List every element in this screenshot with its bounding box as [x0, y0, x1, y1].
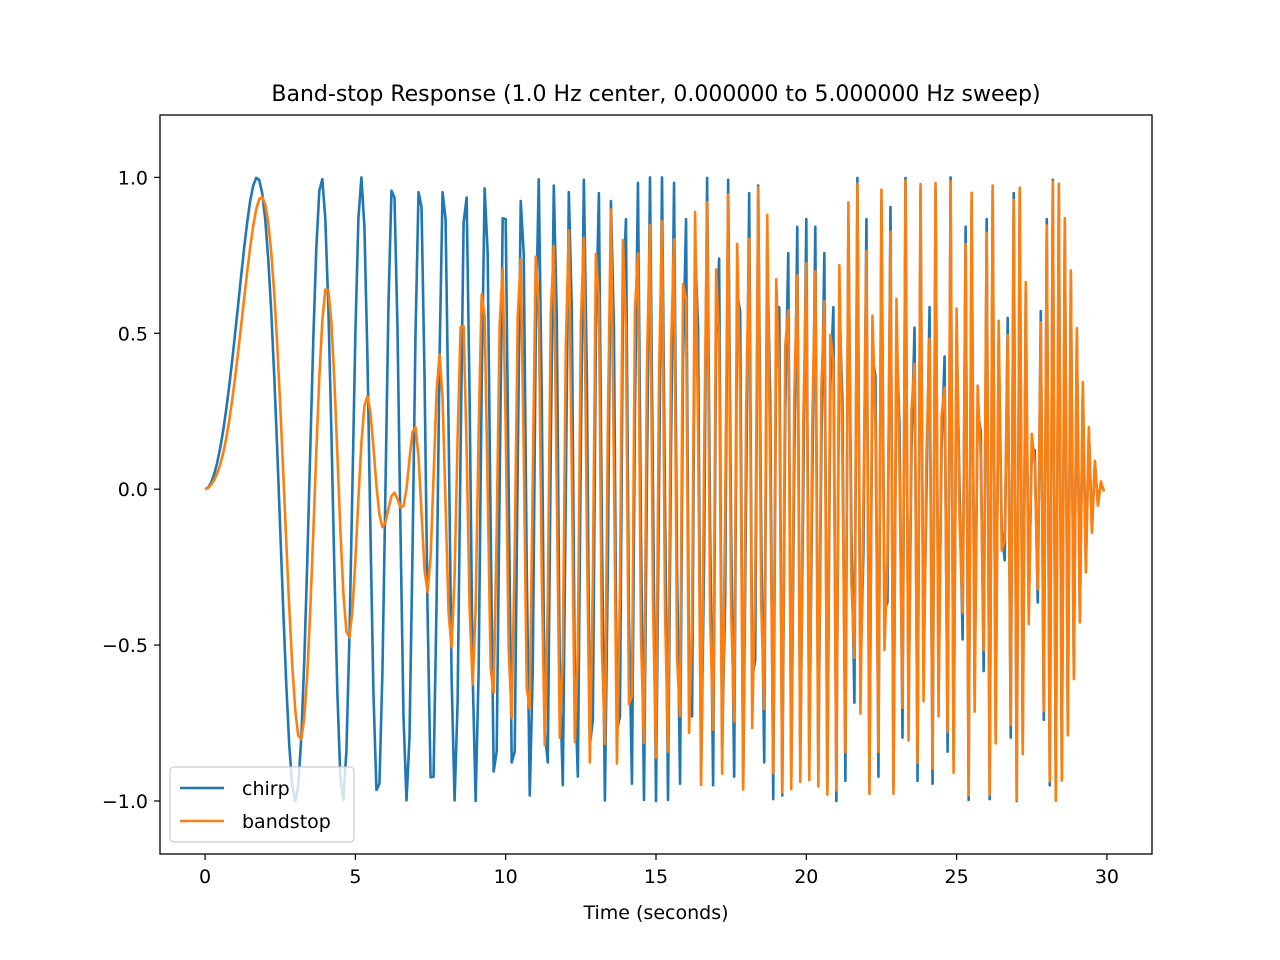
x-axis-label: Time (seconds)	[582, 902, 728, 924]
legend-label-bandstop: bandstop	[242, 811, 331, 833]
legend-frame	[169, 766, 355, 843]
series-line-bandstop	[204, 179, 1106, 803]
legend: chirp bandstop	[169, 766, 355, 843]
y-tick-label: 0.0	[118, 479, 148, 501]
x-tick-label: 25	[945, 866, 969, 888]
x-tick-label: 5	[349, 866, 361, 888]
y-axis: −1.0 −0.5 0.0 0.5 1.0	[102, 167, 160, 813]
legend-label-chirp: chirp	[242, 778, 290, 800]
plot-area	[159, 114, 1153, 855]
y-tick-label: −1.0	[102, 791, 148, 813]
y-tick-label: 0.5	[118, 323, 148, 345]
chart-title: Band-stop Response (1.0 Hz center, 0.000…	[271, 82, 1040, 107]
x-tick-label: 0	[199, 866, 211, 888]
y-tick-label: −0.5	[102, 635, 148, 657]
y-tick-label: 1.0	[118, 167, 148, 189]
x-tick-label: 10	[494, 866, 518, 888]
x-axis: 0 5 10 15 20 25 30	[199, 854, 1119, 888]
x-tick-label: 20	[794, 866, 818, 888]
x-tick-label: 30	[1095, 866, 1119, 888]
x-tick-label: 15	[644, 866, 668, 888]
